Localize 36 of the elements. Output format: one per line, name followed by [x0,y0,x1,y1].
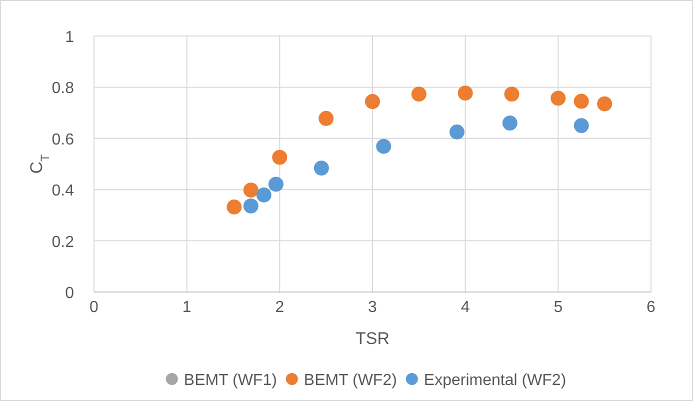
legend-label: BEMT (WF2) [304,372,397,389]
point [272,150,288,165]
point [449,124,464,140]
y-tick-label: 0.4 [52,182,74,200]
point [574,118,589,134]
point [318,110,334,126]
x-tick-label: 1 [182,299,192,316]
x-tick-label: 2 [275,299,284,316]
x-tick-label: 4 [460,299,470,316]
point [243,198,258,214]
x-tick-label: 5 [554,299,563,316]
y-tick-label: 1 [65,29,74,46]
legend-label: BEMT (WF1) [184,372,277,389]
point [504,86,520,102]
point [314,160,329,176]
point [502,116,518,131]
y-tick-label: 0.8 [52,80,74,98]
point [574,94,589,109]
x-axis-title: TSR [356,329,390,348]
x-tick-label: 6 [646,299,656,316]
point [376,138,392,154]
point [243,182,258,198]
point [411,86,426,102]
point [268,176,284,192]
x-tick-label: 0 [90,299,99,316]
y-tick-label: 0.2 [52,234,74,251]
point [256,187,272,202]
point [550,90,566,106]
point [458,86,473,101]
point [365,94,380,110]
x-tick-label: 3 [368,299,378,316]
y-tick-label: 0.6 [52,131,74,148]
legend-label: Experimental (WF2) [424,372,566,389]
point [597,96,612,112]
point [226,200,242,215]
y-tick-label: 0 [65,285,74,302]
